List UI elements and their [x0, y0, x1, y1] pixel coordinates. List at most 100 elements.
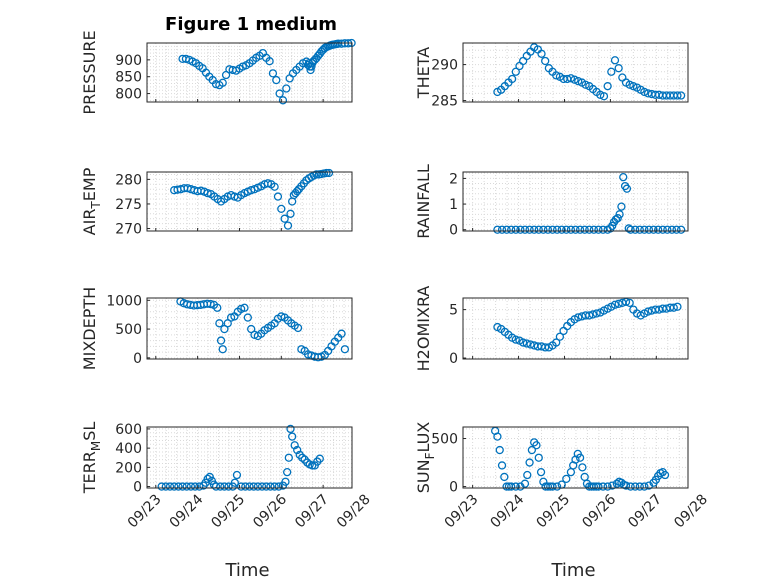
- data-point: [277, 204, 286, 214]
- data-point: [270, 482, 279, 491]
- data-point: [284, 453, 293, 462]
- x-tick-label: 09/25: [208, 492, 248, 532]
- data-point: [525, 225, 534, 234]
- y-tick-label: 5: [449, 303, 458, 319]
- data-point: [216, 336, 226, 345]
- data-point: [178, 482, 187, 491]
- data-point: [626, 482, 635, 491]
- data-point: [635, 225, 644, 234]
- series-terrmsl: [157, 424, 324, 491]
- series-h2omixra: [493, 297, 682, 352]
- data-point: [270, 182, 279, 191]
- data-point: [230, 478, 240, 487]
- x-axis-label: Time: [224, 560, 269, 581]
- data-point: [203, 188, 212, 198]
- data-point: [541, 343, 550, 352]
- data-point: [278, 96, 288, 105]
- data-point: [218, 78, 227, 87]
- subplot-rainfall: 0 1 2 RAINFALL: [414, 164, 689, 239]
- data-point: [218, 345, 227, 354]
- grid: [463, 172, 688, 231]
- y-tick-label: 1: [449, 197, 458, 213]
- data-point: [676, 225, 686, 234]
- data-point: [161, 482, 170, 491]
- data-point: [507, 74, 517, 84]
- subplot-airtemp: 270 275 280 AIRTEMP: [80, 167, 353, 238]
- data-point: [566, 74, 576, 83]
- axes-frame: [462, 171, 689, 232]
- data-point: [643, 307, 653, 316]
- data-point: [293, 445, 302, 455]
- data-point: [288, 432, 297, 441]
- data-point: [543, 225, 553, 234]
- data-point: [640, 482, 649, 491]
- data-point: [283, 467, 292, 477]
- data-point: [245, 482, 254, 491]
- data-point: [580, 225, 589, 234]
- data-point: [511, 482, 520, 491]
- data-point: [497, 225, 507, 234]
- data-point: [213, 303, 222, 312]
- x-tick-label: 09/24: [167, 491, 207, 531]
- data-point: [589, 482, 599, 491]
- y-tick-label: 275: [115, 197, 142, 213]
- data-point: [520, 479, 530, 488]
- data-point: [174, 482, 183, 491]
- data-point: [263, 179, 273, 188]
- y-axis-label-airtemp: AIRTEMP: [80, 167, 103, 235]
- data-point: [232, 470, 242, 480]
- data-point: [594, 482, 603, 491]
- data-point: [324, 168, 334, 178]
- data-point: [578, 463, 587, 472]
- y-tick-label: 2: [449, 171, 458, 187]
- data-point: [625, 80, 634, 89]
- data-point: [621, 481, 631, 490]
- y-axis-label-mixdepth: MIXDEPTH: [80, 287, 99, 370]
- series-pressure: [178, 38, 356, 105]
- data-point: [599, 92, 609, 101]
- data-point: [519, 338, 528, 347]
- data-point: [500, 472, 509, 482]
- x-tick-label: 09/25: [533, 492, 573, 532]
- series-rainfall: [493, 172, 686, 234]
- data-point: [253, 482, 263, 491]
- data-point: [589, 225, 599, 234]
- data-point: [663, 225, 672, 234]
- grid: [147, 172, 352, 231]
- data-point: [523, 470, 532, 480]
- y-tick-label: 600: [115, 422, 142, 438]
- data-point: [625, 298, 634, 307]
- data-point: [293, 323, 303, 333]
- series-theta: [493, 43, 686, 101]
- data-point: [262, 482, 271, 491]
- y-tick-label: 270: [115, 222, 142, 238]
- data-point: [224, 482, 233, 491]
- data-point: [548, 225, 557, 234]
- data-point: [575, 225, 585, 234]
- x-tick-label: 09/23: [442, 492, 482, 532]
- data-point: [539, 225, 548, 234]
- data-point: [272, 75, 281, 85]
- data-point: [203, 474, 212, 484]
- x-tick-label: 09/23: [125, 492, 165, 532]
- data-point: [495, 445, 504, 455]
- data-point: [537, 49, 546, 58]
- data-point: [543, 482, 553, 491]
- data-point: [654, 225, 663, 234]
- data-point: [181, 54, 191, 63]
- y-axis-label-theta: THETA: [414, 47, 433, 99]
- x-tick-label: 09/26: [579, 491, 619, 531]
- data-point: [286, 209, 295, 218]
- axes-frame: [462, 297, 689, 360]
- data-point: [241, 482, 250, 491]
- data-point: [557, 225, 566, 234]
- y-tick-label: 0: [133, 480, 142, 496]
- data-point: [626, 225, 635, 234]
- subplot-terrmsl: 0 200 400 600 09/23 09/24 09/25 09/26 09/27 09/28…: [80, 422, 374, 532]
- data-point: [607, 67, 616, 76]
- y-tick-label: 200: [115, 460, 142, 476]
- data-point: [610, 56, 620, 65]
- y-tick-label: 900: [115, 53, 142, 69]
- data-point: [236, 482, 246, 491]
